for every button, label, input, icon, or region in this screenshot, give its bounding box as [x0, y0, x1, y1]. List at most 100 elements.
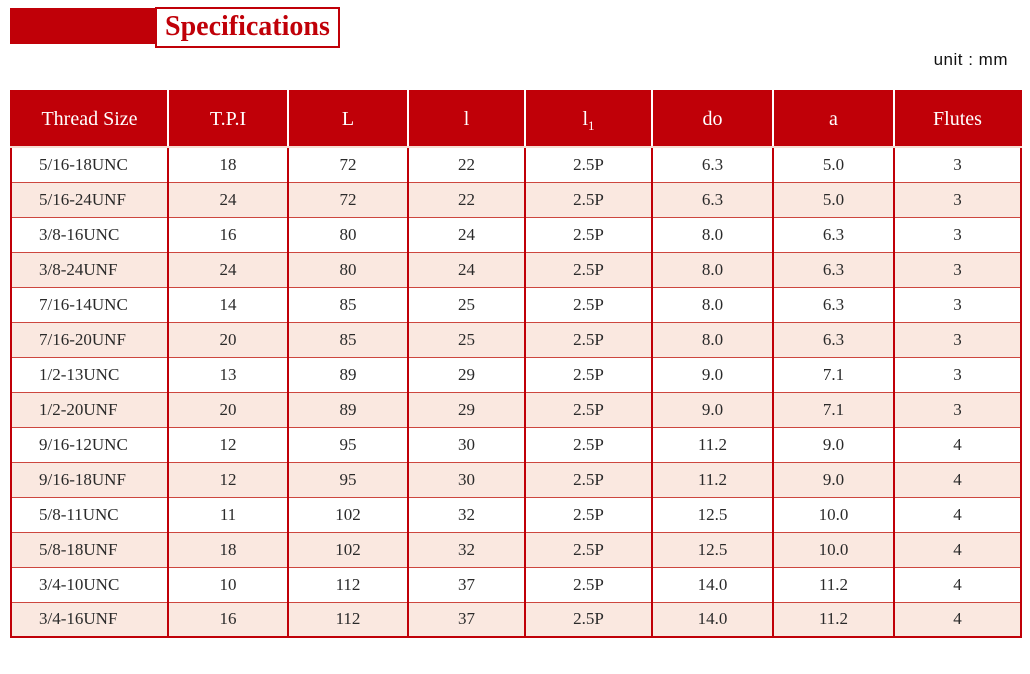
table-cell: 12.5	[652, 497, 774, 533]
table-cell: 3	[894, 322, 1021, 358]
table-row: 1/2-20UNF 20 89 29 2.5P 9.0 7.1 3	[11, 392, 1021, 428]
table-cell: 9/16-12UNC	[11, 427, 169, 463]
table-row: 3/4-10UNC 10 112 37 2.5P 14.0 11.2 4	[11, 567, 1021, 603]
table-cell: 5/16-18UNC	[11, 147, 169, 183]
table-cell: 10.0	[773, 497, 895, 533]
table-cell: 9.0	[773, 462, 895, 498]
table-cell: 6.3	[773, 322, 895, 358]
table-cell: 12	[168, 427, 289, 463]
title-banner: Specifications	[10, 7, 340, 48]
table-cell: 80	[288, 217, 409, 253]
table-cell: 1/2-13UNC	[11, 357, 169, 393]
table-cell: 9.0	[652, 357, 774, 393]
table-cell: 89	[288, 357, 409, 393]
table-cell: 30	[408, 462, 526, 498]
table-cell: 4	[894, 567, 1021, 603]
table-cell: 3/8-16UNC	[11, 217, 169, 253]
table-cell: 3	[894, 182, 1021, 218]
table-cell: 2.5P	[525, 217, 653, 253]
table-cell: 102	[288, 532, 409, 568]
table-cell: 29	[408, 357, 526, 393]
table-cell: 22	[408, 147, 526, 183]
table-cell: 13	[168, 357, 289, 393]
table-cell: 2.5P	[525, 497, 653, 533]
table-cell: 37	[408, 567, 526, 603]
unit-note: unit : mm	[933, 50, 1008, 69]
table-cell: 95	[288, 462, 409, 498]
table-cell: 2.5P	[525, 252, 653, 288]
table-row: 3/8-16UNC 16 80 24 2.5P 8.0 6.3 3	[11, 217, 1021, 253]
column-header-flutes: Flutes	[894, 91, 1021, 148]
table-cell: 11.2	[652, 462, 774, 498]
table-cell: 12.5	[652, 532, 774, 568]
table-cell: 2.5P	[525, 147, 653, 183]
table-cell: 32	[408, 497, 526, 533]
table-row: 3/8-24UNF 24 80 24 2.5P 8.0 6.3 3	[11, 252, 1021, 288]
table-cell: 24	[168, 182, 289, 218]
table-cell: 3/4-16UNF	[11, 602, 169, 637]
title-accent-bar	[10, 8, 155, 44]
column-header-do: do	[652, 91, 774, 148]
table-cell: 7/16-20UNF	[11, 322, 169, 358]
table-cell: 20	[168, 322, 289, 358]
table-cell: 37	[408, 602, 526, 637]
table-row: 5/8-11UNC 11 102 32 2.5P 12.5 10.0 4	[11, 497, 1021, 533]
table-cell: 14.0	[652, 567, 774, 603]
table-row: 5/16-24UNF 24 72 22 2.5P 6.3 5.0 3	[11, 182, 1021, 218]
table-body: 5/16-18UNC 18 72 22 2.5P 6.3 5.0 3 5/16-24UNF 24 7…	[11, 147, 1021, 637]
table-cell: 4	[894, 427, 1021, 463]
column-header-a: a	[773, 91, 895, 148]
table-row: 3/4-16UNF 16 112 37 2.5P 14.0 11.2 4	[11, 602, 1021, 637]
table-cell: 4	[894, 602, 1021, 637]
table-cell: 2.5P	[525, 532, 653, 568]
table-cell: 8.0	[652, 252, 774, 288]
table-cell: 5/16-24UNF	[11, 182, 169, 218]
table-cell: 9.0	[773, 427, 895, 463]
table-cell: 9/16-18UNF	[11, 462, 169, 498]
table-cell: 14.0	[652, 602, 774, 637]
table-cell: 7.1	[773, 357, 895, 393]
table-cell: 72	[288, 147, 409, 183]
table-cell: 2.5P	[525, 392, 653, 428]
table-cell: 6.3	[652, 147, 774, 183]
table-cell: 6.3	[773, 252, 895, 288]
table-cell: 14	[168, 287, 289, 323]
table-cell: 25	[408, 322, 526, 358]
column-header-l: l	[408, 91, 526, 148]
table-row: 5/8-18UNF 18 102 32 2.5P 12.5 10.0 4	[11, 532, 1021, 568]
table-cell: 4	[894, 497, 1021, 533]
table-cell: 30	[408, 427, 526, 463]
table-cell: 2.5P	[525, 287, 653, 323]
table-cell: 5.0	[773, 182, 895, 218]
table-cell: 2.5P	[525, 567, 653, 603]
table-cell: 5/8-18UNF	[11, 532, 169, 568]
table-cell: 29	[408, 392, 526, 428]
table-cell: 3/4-10UNC	[11, 567, 169, 603]
table-row: 7/16-14UNC 14 85 25 2.5P 8.0 6.3 3	[11, 287, 1021, 323]
column-header-l: L	[288, 91, 409, 148]
table-cell: 25	[408, 287, 526, 323]
table-cell: 8.0	[652, 217, 774, 253]
table-cell: 112	[288, 567, 409, 603]
table-cell: 85	[288, 322, 409, 358]
table-cell: 4	[894, 462, 1021, 498]
column-header-l1: l1	[525, 91, 653, 148]
table-row: 1/2-13UNC 13 89 29 2.5P 9.0 7.1 3	[11, 357, 1021, 393]
table-cell: 3/8-24UNF	[11, 252, 169, 288]
table-cell: 20	[168, 392, 289, 428]
table-cell: 8.0	[652, 287, 774, 323]
table-cell: 89	[288, 392, 409, 428]
table-cell: 11.2	[652, 427, 774, 463]
table-cell: 1/2-20UNF	[11, 392, 169, 428]
table-cell: 4	[894, 532, 1021, 568]
table-cell: 7.1	[773, 392, 895, 428]
table-cell: 5/8-11UNC	[11, 497, 169, 533]
table-cell: 3	[894, 147, 1021, 183]
table-cell: 102	[288, 497, 409, 533]
table-cell: 32	[408, 532, 526, 568]
table-cell: 9.0	[652, 392, 774, 428]
